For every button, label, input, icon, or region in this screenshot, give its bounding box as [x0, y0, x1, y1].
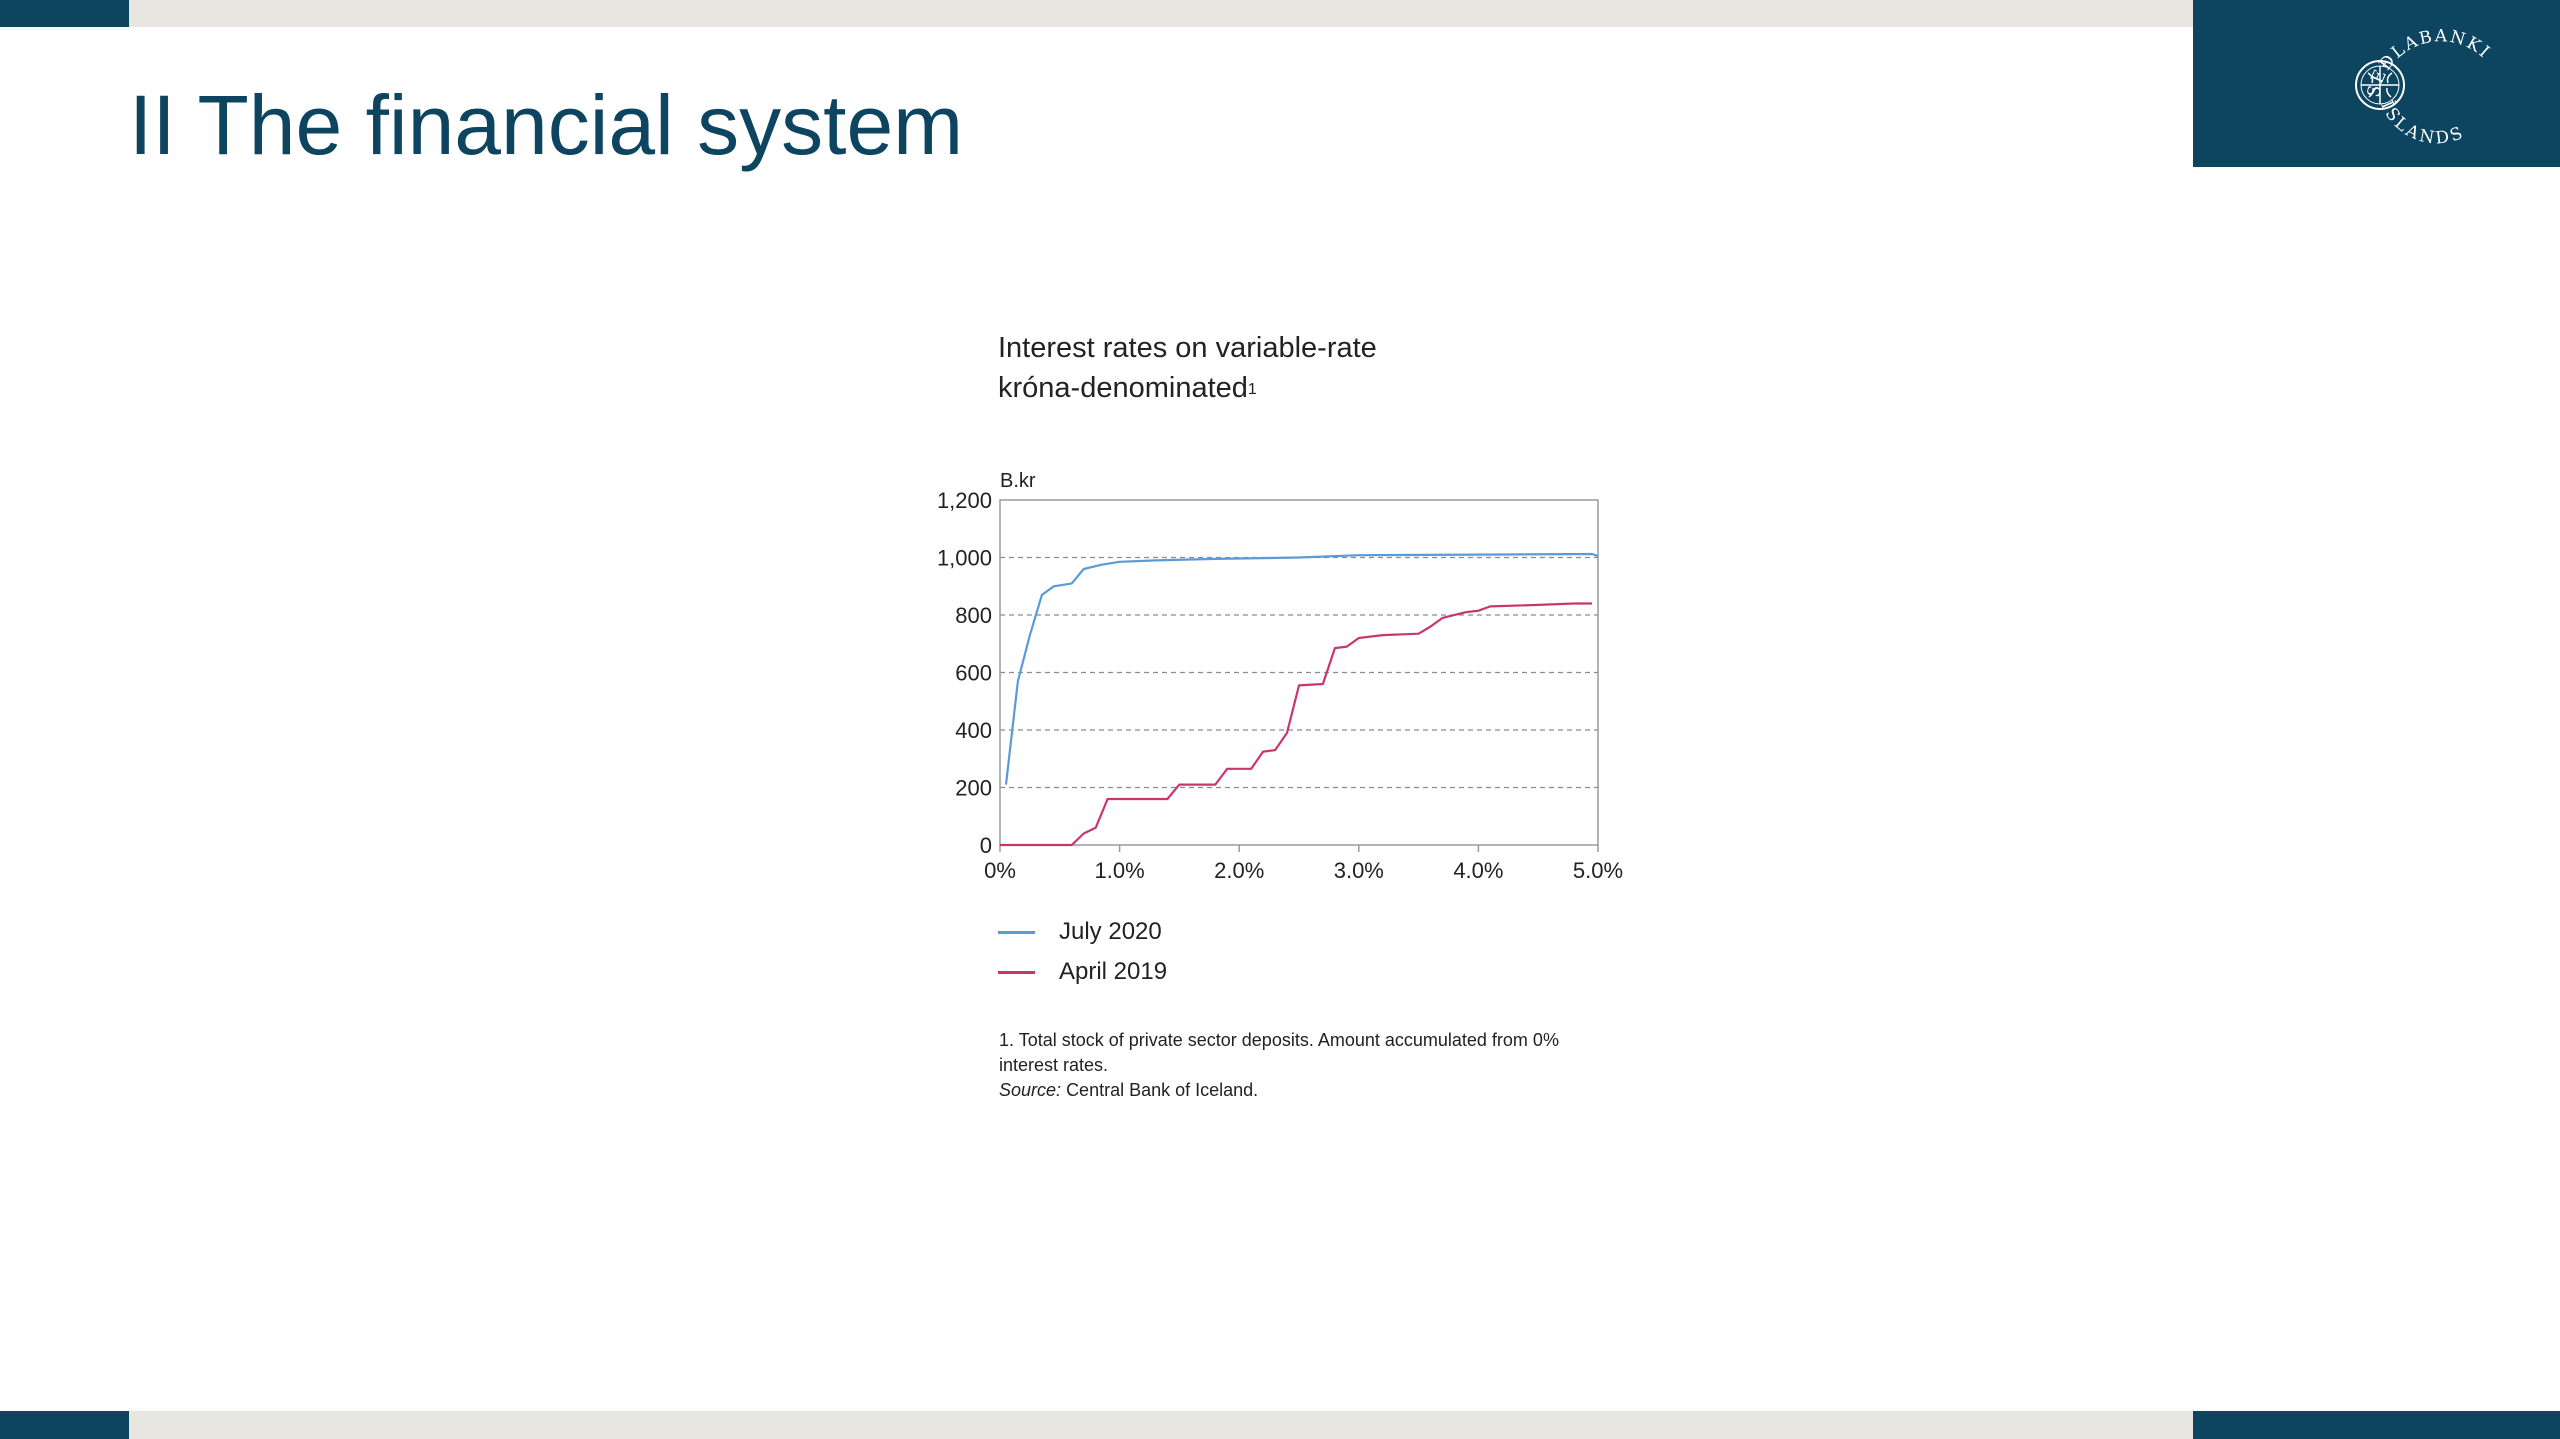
bottom-grey-bar — [129, 1411, 2193, 1439]
chart-title-line2: króna-denominated1 — [998, 368, 1377, 408]
y-tick-label-400: 400 — [955, 718, 992, 743]
series-line-july-2020 — [1004, 552, 1599, 785]
legend-item-july-2020: July 2020 — [998, 912, 1167, 952]
top-grey-bar — [129, 0, 2193, 27]
chart-title: Interest rates on variable-rate króna-de… — [998, 328, 1377, 408]
plot-frame — [999, 499, 1599, 846]
x-tick-label-0: 0% — [984, 858, 1016, 883]
legend-swatch-july-2020 — [998, 930, 1035, 934]
x-tick-label-4: 4.0% — [1453, 858, 1503, 883]
footnote-line1: 1. Total stock of private sector deposit… — [999, 1030, 1559, 1050]
chart-title-line2-text: króna-denominated — [998, 372, 1248, 404]
top-accent-bar — [0, 0, 129, 27]
bottom-accent-bar-left — [0, 1411, 129, 1439]
source-label: Source: — [999, 1080, 1062, 1100]
legend-swatch-april-2019 — [998, 970, 1035, 974]
chart-footnote: 1. Total stock of private sector deposit… — [999, 1028, 1659, 1103]
chart-legend: July 2020 April 2019 — [998, 912, 1167, 992]
legend-item-april-2019: April 2019 — [998, 952, 1167, 992]
chart-title-footnote-ref: 1 — [1247, 381, 1257, 398]
page-title: II The financial system — [129, 78, 964, 172]
chart-title-line1: Interest rates on variable-rate — [998, 332, 1377, 364]
x-tick-label-1: 1.0% — [1095, 858, 1145, 883]
y-axis-unit-label: B.kr — [1000, 470, 1036, 492]
series-line-april-2019 — [1000, 602, 1592, 847]
x-tick-label-3: 3.0% — [1334, 858, 1384, 883]
y-tick-label-800: 800 — [955, 603, 992, 628]
source-text: Central Bank of Iceland. — [1066, 1080, 1259, 1100]
central-bank-logo: SEÐLABANKI ÍSLANDS — [2193, 0, 2560, 167]
footnote-line2: interest rates. — [999, 1055, 1109, 1075]
footnote-source: Source: Central Bank of Iceland. — [999, 1078, 1659, 1103]
y-tick-label-600: 600 — [955, 661, 992, 686]
y-tick-label-1200: 1,200 — [937, 488, 992, 513]
bottom-accent-bar-right — [2193, 1411, 2560, 1439]
x-tick-label-5: 5.0% — [1573, 858, 1623, 883]
x-tick-label-2: 2.0% — [1214, 858, 1264, 883]
y-tick-label-1000: 1,000 — [937, 546, 992, 571]
legend-label-april-2019: April 2019 — [1059, 958, 1168, 985]
logo-seal-icon: SEÐLABANKI ÍSLANDS — [2355, 26, 2492, 149]
legend-label-july-2020: July 2020 — [1059, 918, 1162, 945]
y-tick-label-200: 200 — [955, 776, 992, 801]
y-tick-label-0: 0 — [980, 833, 992, 858]
